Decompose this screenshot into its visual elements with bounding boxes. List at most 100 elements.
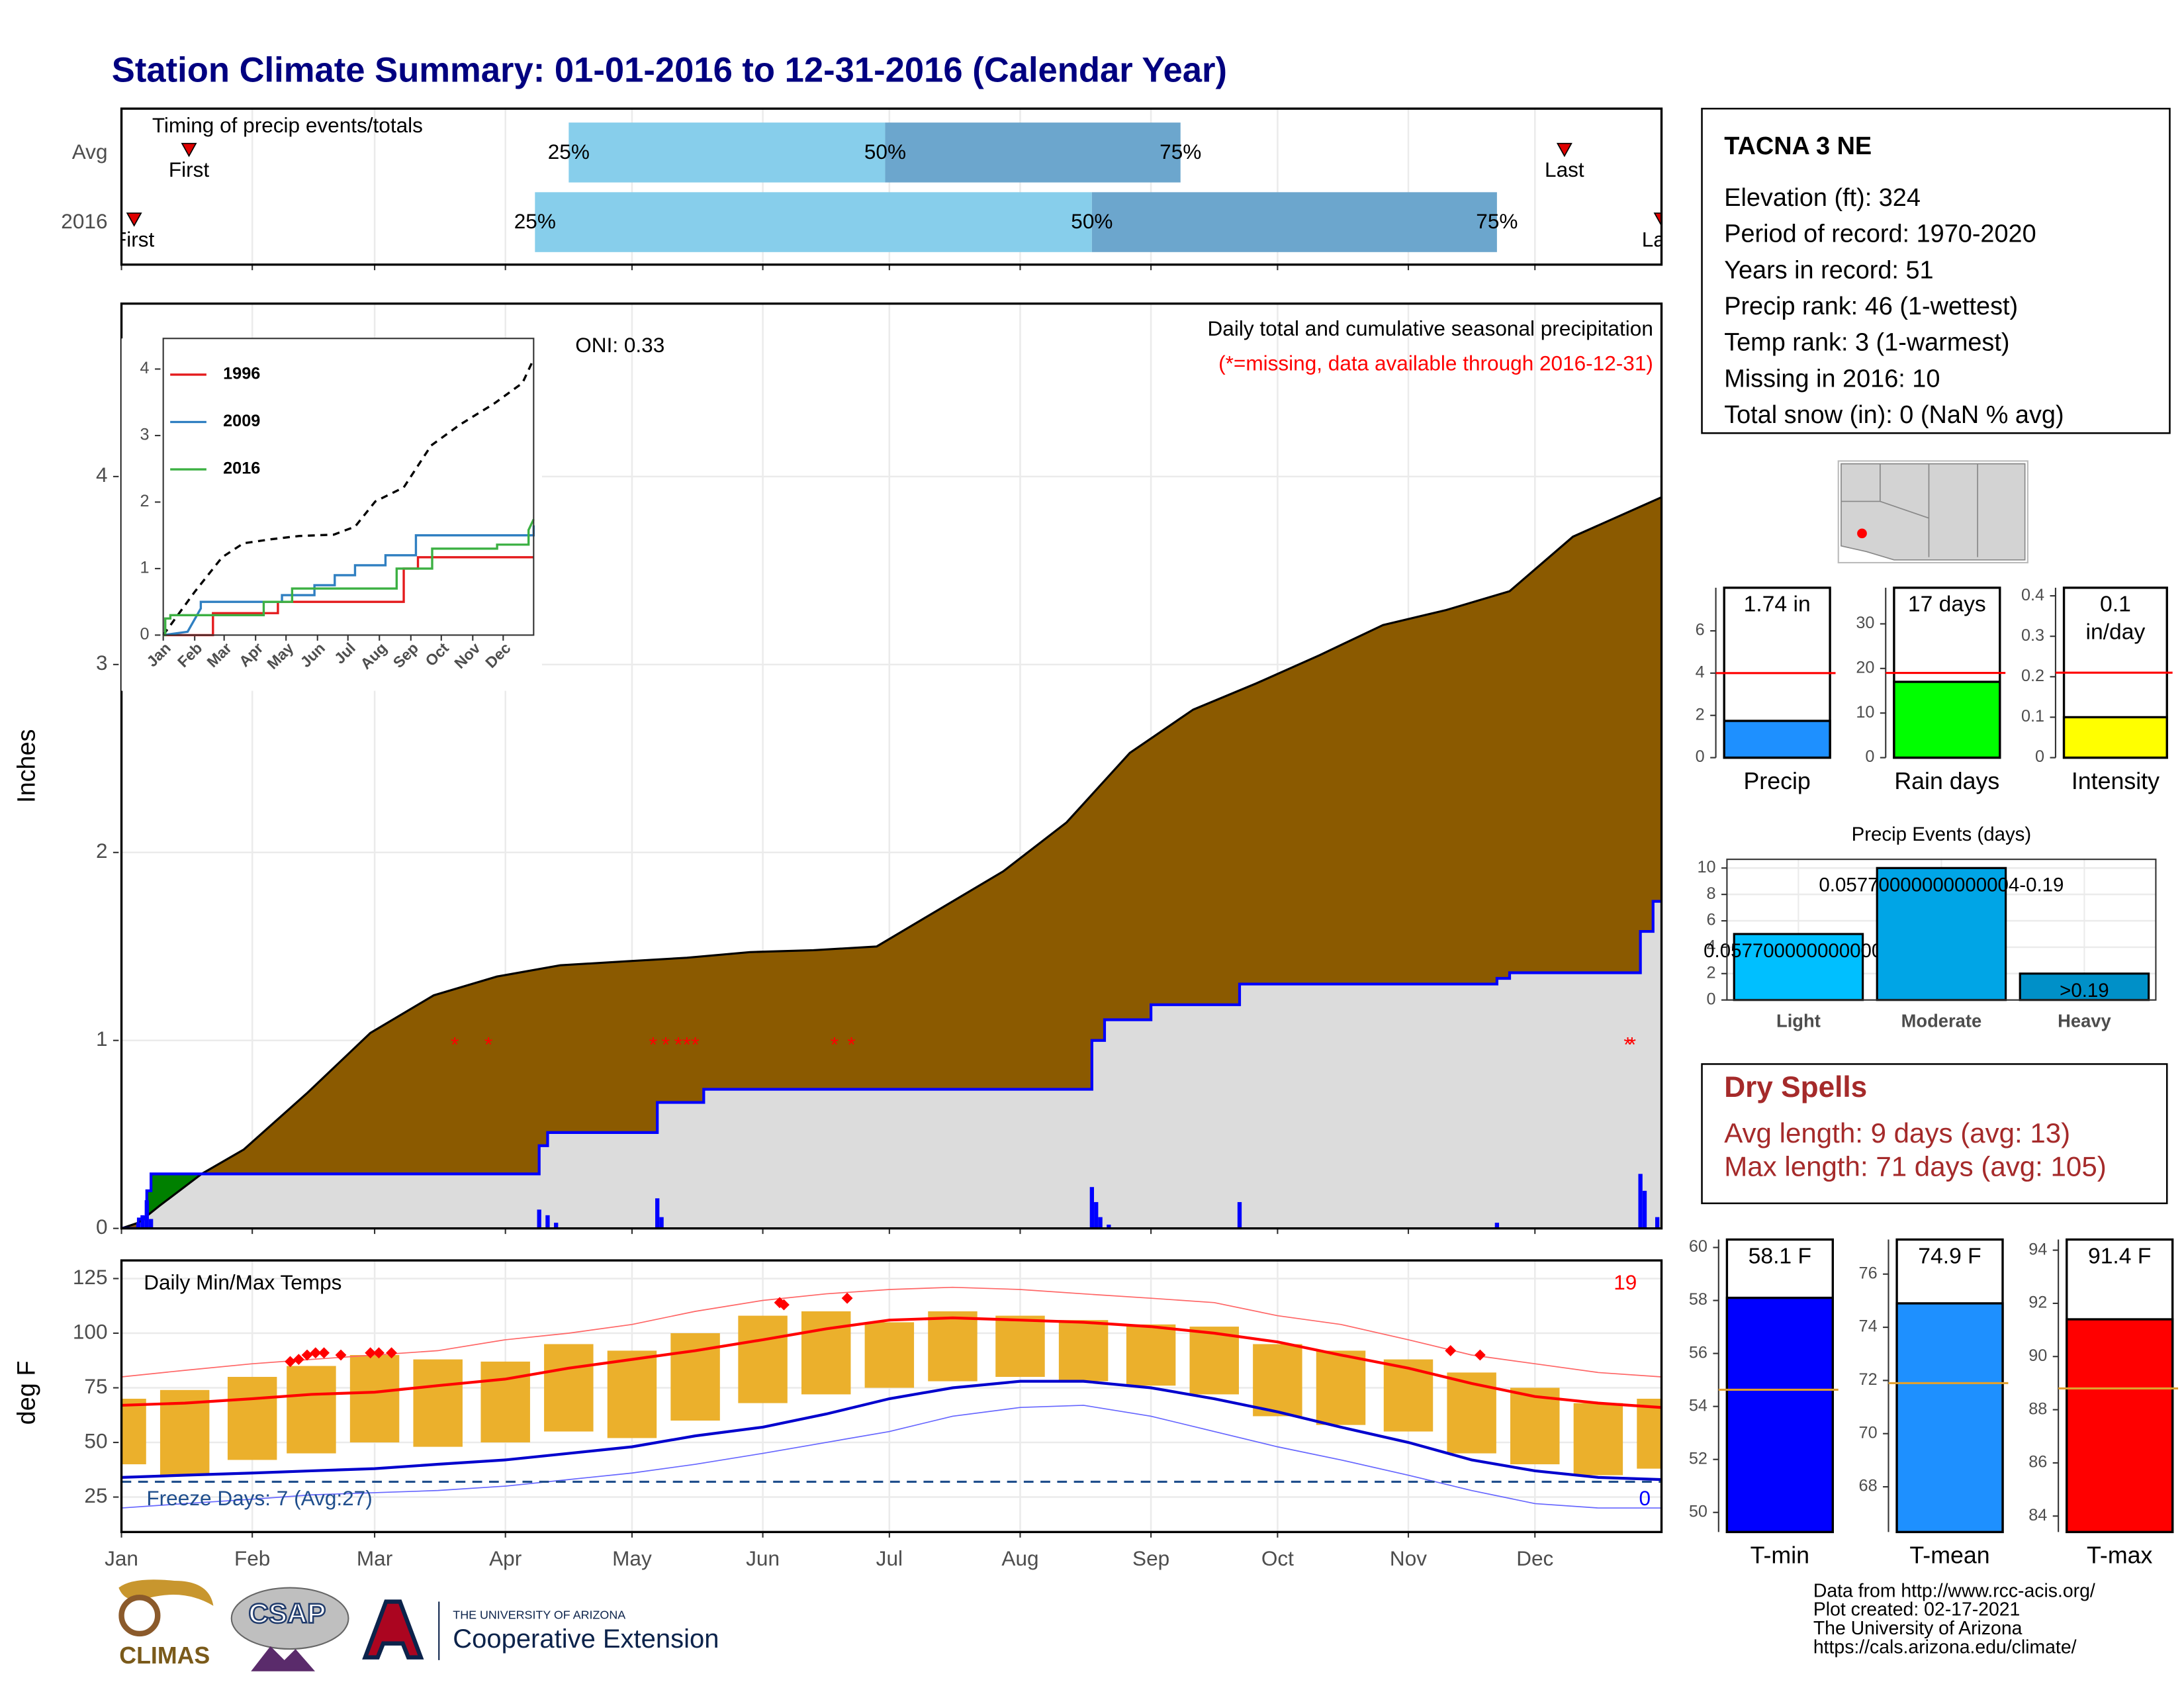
station-info: Elevation (ft): 324	[1724, 184, 1921, 212]
x-tick-label: Jul	[876, 1546, 903, 1570]
event-marker	[1556, 142, 1572, 158]
x-tick-label: Sep	[1132, 1546, 1169, 1570]
y-tick-label: 100	[73, 1319, 108, 1343]
event-label: First	[114, 227, 155, 251]
bar	[1723, 720, 1831, 759]
quartile-label: 25%	[548, 140, 590, 164]
record-marker	[335, 1349, 347, 1361]
freeze-count: 0	[1639, 1486, 1651, 1510]
daily-bar	[140, 1215, 145, 1229]
y-tick-label: 1	[96, 1027, 108, 1051]
daily-bar	[1237, 1201, 1242, 1229]
logos	[118, 1579, 440, 1671]
temp-range-bar	[1189, 1327, 1239, 1395]
daily-bar	[144, 1200, 149, 1229]
temp-range-bar	[1573, 1403, 1623, 1476]
temp-range-bar	[1316, 1350, 1366, 1425]
panel-title: Daily Min/Max Temps	[144, 1270, 341, 1294]
y-tick-label: 50	[84, 1429, 107, 1452]
quartile-bar	[569, 122, 886, 183]
station-info: Years in record: 51	[1724, 256, 1933, 284]
y-tick-label: 0.2	[2021, 667, 2044, 685]
y-axis-label: deg F	[13, 1361, 41, 1425]
credit: Data from http://www.rcc-acis.org/	[1813, 1580, 2095, 1601]
bin-label: >0.19	[2060, 980, 2109, 1002]
y-tick-label: 52	[1689, 1449, 1707, 1468]
temp-range-bar	[1510, 1387, 1560, 1465]
category-label: T-mean	[1909, 1542, 1989, 1569]
category-label: Intensity	[2071, 768, 2160, 794]
daily-bar	[1494, 1223, 1500, 1229]
y-tick-label: 0	[96, 1215, 108, 1239]
missing-marker: *	[1623, 1032, 1631, 1056]
temp-range-bar	[1253, 1344, 1302, 1417]
category-label: Light	[1776, 1011, 1821, 1031]
daily-bar	[655, 1198, 660, 1229]
dry-spells-info: Max length: 71 days (avg: 105)	[1724, 1150, 2107, 1182]
y-tick-label: 72	[1859, 1370, 1878, 1389]
x-tick-label: Feb	[234, 1546, 270, 1570]
value-label-box: 0.1 in/day	[2085, 593, 2145, 645]
csap-cloud	[230, 1587, 349, 1650]
annotation: ONI: 0.33	[575, 333, 664, 357]
daily-bar	[554, 1223, 559, 1229]
temp-range-bar	[287, 1366, 336, 1454]
y-tick-label: 4	[96, 463, 108, 487]
value-label-box: 74.9 F	[1918, 1244, 1981, 1269]
category-label: Precip	[1743, 768, 1810, 794]
record-marker	[293, 1354, 304, 1366]
temp-range-bar	[607, 1350, 657, 1438]
bar	[2066, 1318, 2174, 1534]
daily-bar	[1098, 1217, 1103, 1229]
daily-bar	[1642, 1190, 1647, 1229]
timing-content: 25% 50% 75% First Last 25% 50% 75% First Last	[114, 122, 1662, 252]
daily-bar	[1655, 1217, 1660, 1229]
y-tick-label: 0.4	[2021, 586, 2044, 604]
inset-bg	[121, 338, 542, 691]
category-label: Moderate	[1901, 1011, 1982, 1031]
daily-bar	[659, 1217, 664, 1229]
value-label-box: 91.4 F	[2087, 1244, 2152, 1269]
y-tick-label: 30	[1856, 614, 1874, 632]
value-label: 74.9 F	[1918, 1244, 1981, 1269]
missing-marker: *	[451, 1032, 459, 1056]
series-line	[163, 525, 535, 637]
bin-label: 0.05770000000000004-0.19	[1819, 874, 2064, 896]
panel-title: Timing of precip events/totals	[152, 113, 423, 137]
logo-text: THE UNIVERSITY OF ARIZONA	[453, 1608, 625, 1621]
x-tick-label: Aug	[1001, 1546, 1038, 1570]
y-tick-label: 1	[140, 559, 150, 577]
daily-bar	[1107, 1225, 1111, 1229]
y-tick-label: 92	[2028, 1293, 2047, 1312]
y-tick-label: 0	[1865, 747, 1874, 766]
climas-ring	[118, 1595, 161, 1637]
daily-bar	[1638, 1174, 1643, 1229]
y-tick-label: 2	[140, 492, 150, 510]
bar	[1876, 867, 2007, 1002]
temp-range-bar	[480, 1361, 530, 1443]
plot-frame	[120, 107, 1663, 266]
annotation: (*=missing, data available through 2016-…	[1218, 352, 1653, 375]
missing-marker: *	[831, 1032, 839, 1056]
value-label: 91.4 F	[2087, 1244, 2152, 1269]
y-tick-label: 10	[1697, 858, 1715, 876]
y-tick-label: 4	[140, 359, 150, 377]
station-info: Missing in 2016: 10	[1724, 365, 1940, 393]
quartile-label: 25%	[514, 209, 556, 233]
y-tick-label: 0.1	[2021, 707, 2044, 726]
y-tick-label: 2	[1696, 705, 1705, 724]
y-tick-label: 58	[1689, 1290, 1707, 1309]
page-title: Station Climate Summary: 01-01-2016 to 1…	[112, 50, 1227, 89]
y-tick-label: 54	[1689, 1396, 1707, 1415]
category-label: Rain days	[1894, 768, 1999, 794]
y-tick-label: 76	[1859, 1264, 1878, 1282]
temp-range-bar	[413, 1359, 463, 1447]
credit: The University of Arizona	[1813, 1618, 2023, 1639]
missing-marker: *	[649, 1032, 657, 1056]
temp-range-bar	[1637, 1399, 1662, 1469]
x-tick-label: Mar	[357, 1546, 392, 1570]
missing-marker: *	[691, 1032, 699, 1056]
daily-bar	[537, 1209, 541, 1229]
event-marker	[181, 142, 197, 158]
y-tick-label: 68	[1859, 1477, 1878, 1495]
